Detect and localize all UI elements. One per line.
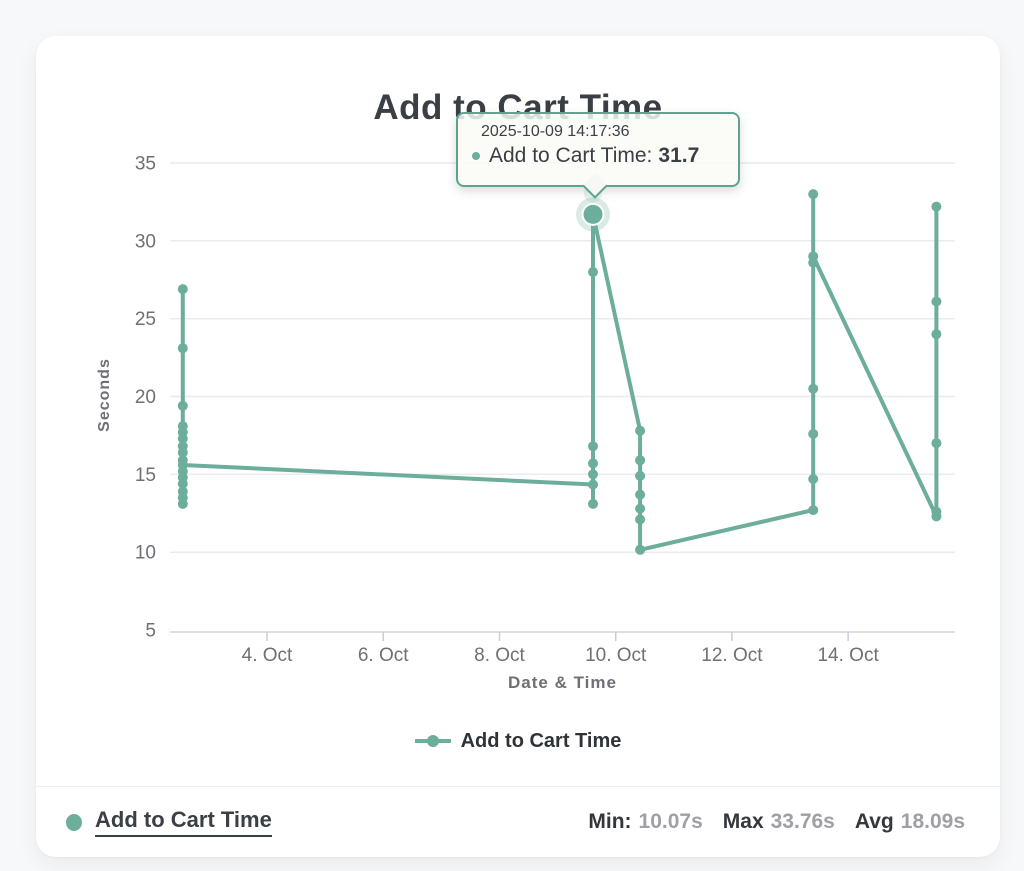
data-point[interactable] <box>931 201 942 212</box>
data-point[interactable] <box>588 458 598 469</box>
footer-divider <box>36 786 1000 787</box>
data-point[interactable] <box>808 474 819 484</box>
data-point[interactable] <box>931 438 942 449</box>
x-tick-label: 12. Oct <box>701 645 763 666</box>
y-tick-label: 10 <box>135 543 156 564</box>
series-name-link[interactable]: Add to Cart Time <box>95 807 272 837</box>
x-tick-label: 14. Oct <box>817 645 879 666</box>
data-point[interactable] <box>931 329 942 340</box>
chart-card: Add to Cart Time 35 30 25 20 15 10 5 4. Oct 6. O… <box>36 36 1000 857</box>
min-label: Min: <box>588 810 632 833</box>
y-tick-label: 5 <box>145 621 156 642</box>
data-point[interactable] <box>635 470 646 481</box>
x-axis-title: Date & Time <box>508 673 617 692</box>
legend-label: Add to Cart Time <box>460 729 622 752</box>
data-point[interactable] <box>588 267 598 277</box>
data-point[interactable] <box>177 460 188 470</box>
tooltip-timestamp: 2025-10-09 14:17:36 <box>481 123 630 140</box>
data-point[interactable] <box>177 284 188 295</box>
legend-line-dot-icon <box>414 734 451 748</box>
max-label: Max <box>722 810 764 833</box>
data-point[interactable] <box>588 469 598 480</box>
data-point[interactable] <box>635 503 646 514</box>
data-point[interactable] <box>808 505 819 516</box>
data-point[interactable] <box>635 489 646 500</box>
series-line <box>180 192 939 552</box>
series-toggle[interactable]: Add to Cart Time <box>66 807 272 837</box>
data-point[interactable] <box>588 498 598 509</box>
tooltip-series-label: Add to Cart Time: <box>489 144 653 167</box>
data-point[interactable] <box>931 296 942 307</box>
tooltip-value: 31.7 <box>658 144 700 167</box>
data-point[interactable] <box>808 383 819 394</box>
min-stat: Min: 10.07s <box>588 810 702 834</box>
y-axis-title: Seconds <box>96 358 113 432</box>
chart-tooltip: 2025-10-09 14:17:36 Add to Cart Time: 31… <box>456 112 740 199</box>
line-chart: 35 30 25 20 15 10 5 4. Oct 6. Oct 8. Oct 10. Oct 12… <box>135 154 955 666</box>
data-point[interactable] <box>588 441 598 452</box>
data-point[interactable] <box>635 514 646 525</box>
series-bullet-icon <box>472 152 480 160</box>
data-point[interactable] <box>635 544 646 555</box>
y-tick-label: 25 <box>135 309 156 330</box>
max-stat: Max 33.76s <box>723 810 835 834</box>
x-tick-label: 6. Oct <box>358 645 409 666</box>
data-point[interactable] <box>931 506 942 517</box>
max-value: 33.76s <box>770 810 835 833</box>
data-point[interactable] <box>177 478 188 489</box>
data-point[interactable] <box>808 189 819 200</box>
avg-value: 18.09s <box>900 810 965 833</box>
data-point[interactable] <box>635 425 646 436</box>
x-tick-label: 8. Oct <box>474 645 525 666</box>
y-tick-label: 20 <box>135 387 156 408</box>
chart-legend[interactable]: Add to Cart Time <box>36 726 1000 756</box>
series-summary-bar: Add to Cart Time Min: 10.07s Max 33.76s … <box>36 787 1000 857</box>
series-color-dot-icon <box>66 813 82 831</box>
data-point[interactable] <box>177 400 188 411</box>
y-tick-label: 30 <box>135 231 156 252</box>
data-point[interactable] <box>177 486 188 497</box>
highlighted-data-point[interactable] <box>583 204 603 224</box>
data-point[interactable] <box>177 433 188 444</box>
avg-stat: Avg 18.09s <box>855 810 965 834</box>
avg-label: Avg <box>854 810 894 833</box>
data-point[interactable] <box>808 251 819 262</box>
y-tick-label: 15 <box>135 465 156 486</box>
x-tick-label: 4. Oct <box>242 645 293 666</box>
min-value: 10.07s <box>638 810 703 833</box>
data-point[interactable] <box>177 447 188 458</box>
series-stats: Min: 10.07s Max 33.76s Avg 18.09s <box>588 810 965 834</box>
tooltip-series-row: Add to Cart Time: 31.7 <box>472 144 724 168</box>
data-point[interactable] <box>588 479 598 490</box>
data-point[interactable] <box>635 455 646 466</box>
y-tick-label: 35 <box>135 154 156 175</box>
chart-area: Add to Cart Time 35 30 25 20 15 10 5 4. Oct 6. O… <box>36 36 1000 752</box>
x-tick-label: 10. Oct <box>585 645 647 666</box>
data-point[interactable] <box>177 343 188 354</box>
data-point[interactable] <box>808 428 819 439</box>
